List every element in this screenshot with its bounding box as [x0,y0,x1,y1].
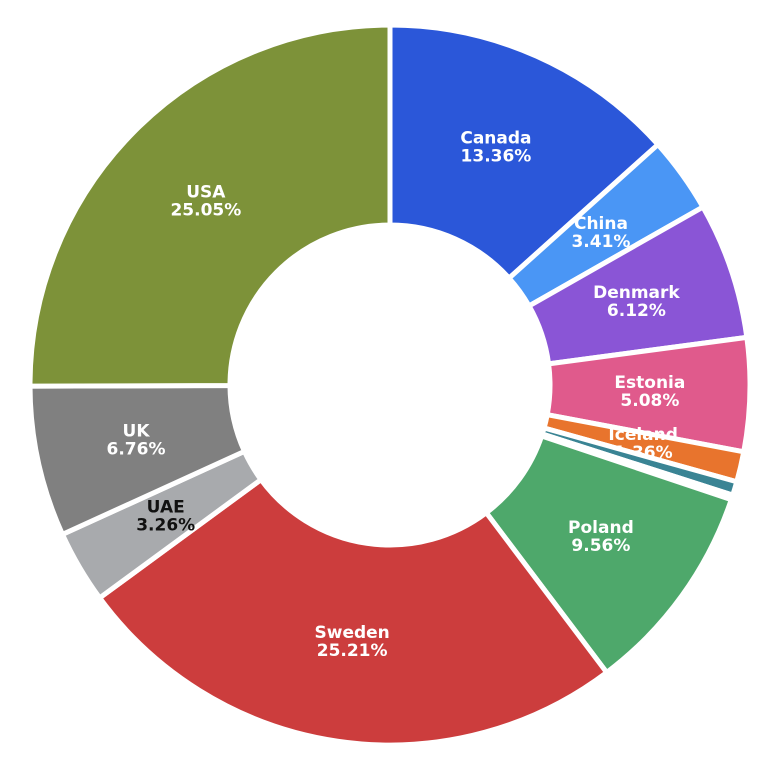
slice-label: UK [123,422,151,442]
value-label: 9.56% [571,536,630,556]
value-label: 25.21% [317,641,388,661]
value-label: 3.41% [571,232,630,252]
value-label: 25.05% [170,200,241,220]
slice [387,22,661,281]
value-label: 6.12% [607,301,666,321]
value-label: 6.76% [107,440,166,460]
slice-label: USA [186,182,226,202]
value-label: 3.26% [136,516,195,536]
slice [97,477,610,748]
slice-label: UAE [147,498,185,518]
slice-label: Sweden [315,623,390,643]
slice [27,22,393,389]
slice-label: Denmark [593,283,680,303]
slice-label: Iceland [608,425,678,445]
value-label: 5.08% [620,391,679,411]
slice-label: Estonia [614,373,685,393]
slice-label: Poland [568,518,634,538]
value-label: 13.36% [461,147,532,167]
slice-label: China [574,214,628,234]
slice-label: Canada [460,129,531,149]
